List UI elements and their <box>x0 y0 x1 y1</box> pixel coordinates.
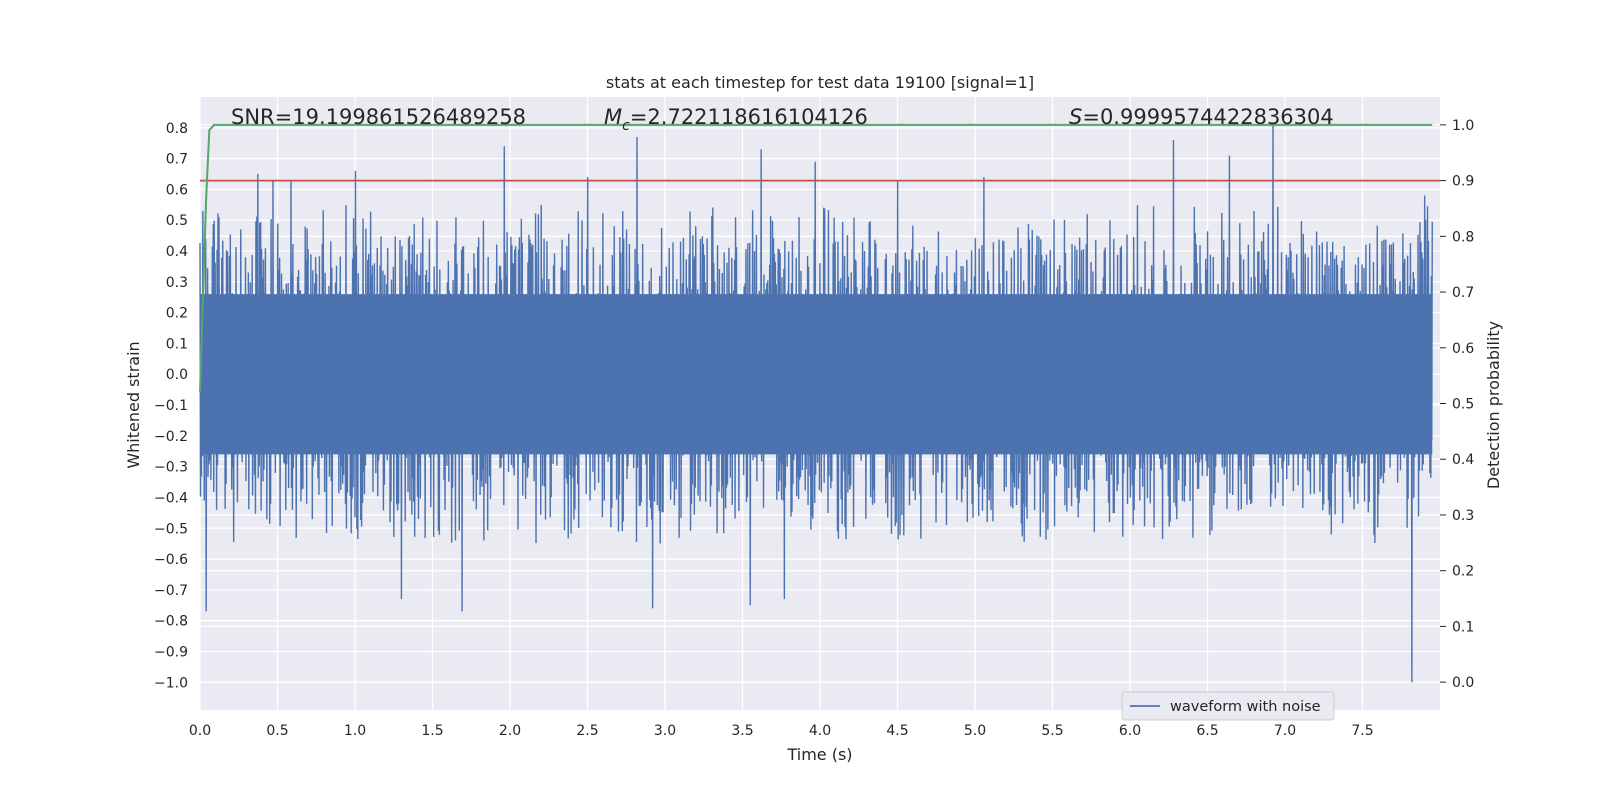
x-tick-label: 6.5 <box>1196 723 1218 739</box>
probability-series <box>199 123 1433 393</box>
y-tick-label: 0.3 <box>166 275 188 291</box>
snr-annotation: SNR=19.199861526489258 <box>231 105 526 129</box>
y-tick-label: −0.3 <box>154 460 188 476</box>
chart-title: stats at each timestep for test data 191… <box>606 73 1034 92</box>
y-right-tick-label: 0.4 <box>1452 452 1474 468</box>
y-right-tick-label: 0.7 <box>1452 285 1474 301</box>
y-tick-label: −0.6 <box>154 552 188 568</box>
x-tick-label: 5.5 <box>1041 723 1063 739</box>
y-tick-label: 0.8 <box>166 121 188 137</box>
y-right-tick-label: 0.2 <box>1452 564 1474 580</box>
y-tick-label: 0.7 <box>166 152 188 168</box>
y-right-tick-label: 0.8 <box>1452 229 1474 245</box>
x-tick-label: 2.0 <box>499 723 521 739</box>
y-tick-label: −0.7 <box>154 583 188 599</box>
x-tick-label: 2.5 <box>576 723 598 739</box>
x-tick-label: 4.5 <box>886 723 908 739</box>
x-tick-label: 0.0 <box>189 723 211 739</box>
score-value: =0.9999574422836304 <box>1082 105 1333 129</box>
x-tick-label: 3.5 <box>731 723 753 739</box>
y-tick-label: 0.6 <box>166 182 188 198</box>
y-right-tick-label: 0.6 <box>1452 341 1474 357</box>
x-tick-label: 7.5 <box>1351 723 1373 739</box>
x-tick-label: 1.5 <box>421 723 443 739</box>
score-annotation: S=0.9999574422836304 <box>1069 105 1334 129</box>
x-tick-label: 5.0 <box>964 723 986 739</box>
y-tick-label: −1.0 <box>154 675 188 691</box>
y-right-tick-label: 0.0 <box>1452 675 1474 691</box>
x-axis-label: Time (s) <box>786 745 852 764</box>
y-tick-label: −0.5 <box>154 521 188 537</box>
y-tick-label: 0.4 <box>166 244 188 260</box>
waveform-series <box>199 124 1433 683</box>
y-right-tick-label: 0.3 <box>1452 508 1474 524</box>
waveform-line <box>199 124 1433 683</box>
y-tick-label: 0.0 <box>166 367 188 383</box>
legend-box <box>1121 691 1335 721</box>
probability-line <box>199 123 1433 393</box>
chirp-mass-symbol: M <box>604 105 622 129</box>
y-right-tick-label: 0.9 <box>1452 174 1474 190</box>
chirp-mass-value: =2.722118616104126 <box>630 105 868 129</box>
y-right-tick-label: 0.1 <box>1452 619 1474 635</box>
y-axis-label: Whitened strain <box>124 341 143 468</box>
x-tick-label: 6.0 <box>1119 723 1141 739</box>
tick-labels: 0.0 0.5 1.0 1.5 2.0 2.5 3.0 3.5 4.0 4.5 5.0 5.5 6.0 6… <box>154 118 1474 739</box>
y-tick-label: −0.1 <box>154 398 188 414</box>
y-tick-label: −0.9 <box>154 644 188 660</box>
y-right-axis-label: Detection probability <box>1484 321 1503 489</box>
legend: waveform with noise <box>1121 691 1335 721</box>
x-tick-label: 1.0 <box>344 723 366 739</box>
y-tick-label: 0.2 <box>166 306 188 322</box>
score-symbol: S <box>1069 105 1082 129</box>
x-tick-label: 7.0 <box>1274 723 1296 739</box>
y-tick-label: 0.1 <box>166 336 188 352</box>
y-tick-label: −0.8 <box>154 614 188 630</box>
x-tick-label: 0.5 <box>266 723 288 739</box>
y-right-tick-label: 1.0 <box>1452 118 1474 134</box>
chirp-mass-annotation: Mc=2.722118616104126 <box>604 105 868 134</box>
y-tick-label: −0.4 <box>154 490 188 506</box>
chirp-mass-subscript: c <box>622 118 630 134</box>
x-tick-label: 4.0 <box>809 723 831 739</box>
legend-label: waveform with noise <box>1170 699 1321 715</box>
x-tick-label: 3.0 <box>654 723 676 739</box>
y-right-tick-label: 0.5 <box>1452 397 1474 413</box>
y-tick-label: −0.2 <box>154 429 188 445</box>
y-tick-label: 0.5 <box>166 213 188 229</box>
